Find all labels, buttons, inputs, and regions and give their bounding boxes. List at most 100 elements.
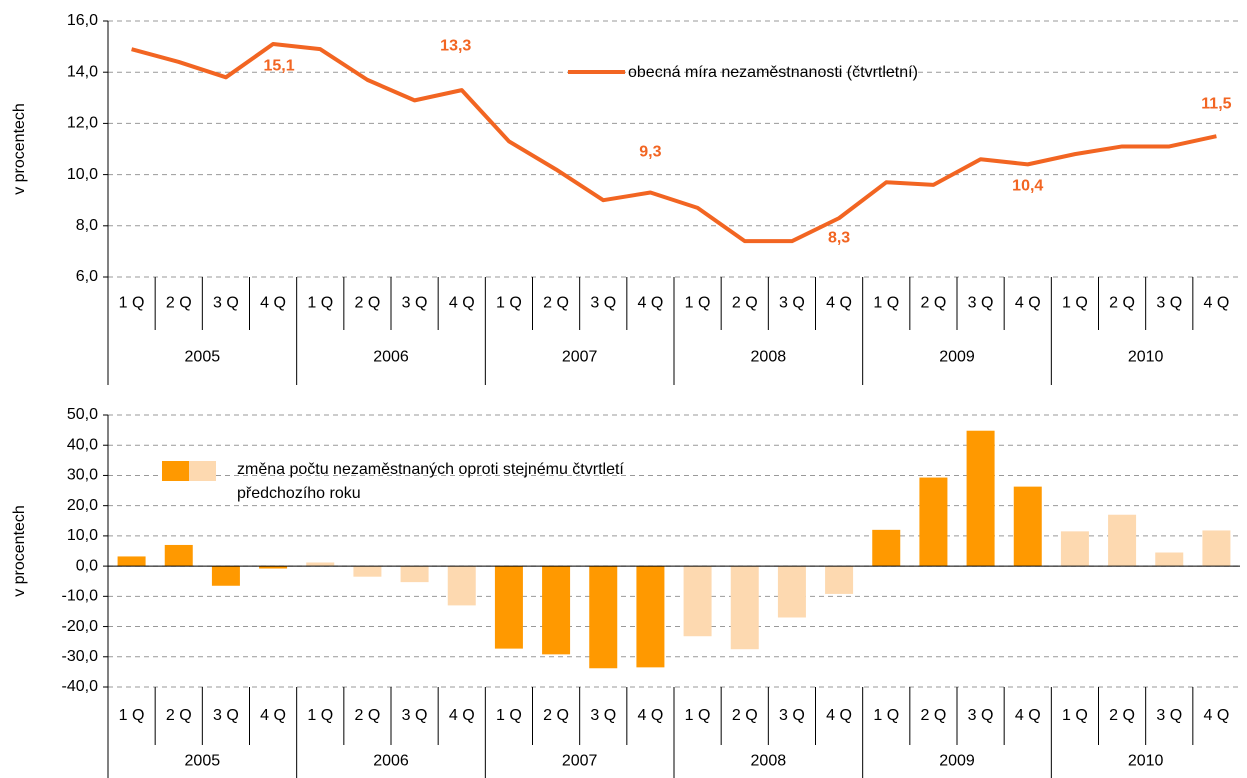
- y-tick-label: 10,0: [67, 527, 98, 544]
- x-tick-label: 1 Q: [685, 295, 711, 312]
- bar: [1202, 530, 1231, 567]
- year-label: 2010: [1128, 753, 1164, 770]
- bar: [1108, 514, 1137, 567]
- x-tick-label: 4 Q: [826, 707, 852, 724]
- y-tick-label: 20,0: [67, 497, 98, 514]
- year-label: 2008: [751, 349, 787, 366]
- y-tick-label: 50,0: [67, 406, 98, 423]
- bar: [919, 477, 948, 567]
- bar: [1013, 486, 1042, 567]
- x-tick-label: 3 Q: [402, 707, 428, 724]
- x-tick-label: 2 Q: [355, 707, 381, 724]
- axis-label: v procentech: [11, 103, 28, 195]
- x-tick-label: 2 Q: [166, 707, 192, 724]
- year-label: 2005: [185, 349, 221, 366]
- x-tick-label: 1 Q: [873, 295, 899, 312]
- y-tick-label: -30,0: [62, 648, 99, 665]
- bar: [1060, 531, 1089, 567]
- bar: [400, 566, 429, 583]
- x-tick-label: 2 Q: [1109, 295, 1135, 312]
- x-tick-label: 1 Q: [496, 295, 522, 312]
- bar: [211, 566, 240, 586]
- bar: [730, 566, 759, 650]
- year-label: 2008: [751, 753, 787, 770]
- y-tick-label: 0,0: [76, 557, 98, 574]
- data-label: 9,3: [639, 144, 661, 161]
- legend-swatch: [162, 461, 189, 481]
- bar: [777, 566, 806, 618]
- legend-label: změna počtu nezaměstnaných oproti stejné…: [237, 461, 624, 502]
- x-tick-label: 4 Q: [826, 295, 852, 312]
- bar: [542, 566, 571, 655]
- x-tick-label: 3 Q: [968, 707, 994, 724]
- x-tick-label: 2 Q: [355, 295, 381, 312]
- bar: [447, 566, 476, 606]
- x-tick-label: 1 Q: [873, 707, 899, 724]
- year-label: 2005: [185, 753, 221, 770]
- year-label: 2007: [562, 753, 598, 770]
- x-tick-label: 2 Q: [921, 707, 947, 724]
- x-tick-label: 2 Q: [732, 707, 758, 724]
- bar: [259, 566, 288, 569]
- bar: [966, 430, 995, 567]
- x-tick-label: 4 Q: [260, 295, 286, 312]
- x-tick-label: 3 Q: [779, 707, 805, 724]
- legend-swatch: [189, 461, 216, 481]
- x-tick-label: 4 Q: [449, 707, 475, 724]
- y-tick-label: 30,0: [67, 467, 98, 484]
- x-tick-label: 3 Q: [1156, 295, 1182, 312]
- x-tick-label: 4 Q: [638, 295, 664, 312]
- y-tick-label: 16,0: [67, 12, 98, 29]
- x-tick-label: 4 Q: [1204, 707, 1230, 724]
- data-label: 11,5: [1201, 95, 1231, 112]
- x-tick-label: 3 Q: [590, 707, 616, 724]
- x-tick-label: 3 Q: [590, 295, 616, 312]
- x-tick-label: 2 Q: [166, 295, 192, 312]
- bar: [306, 562, 335, 567]
- y-tick-label: 14,0: [67, 63, 98, 80]
- data-label: 10,4: [1012, 178, 1043, 195]
- bar: [683, 566, 712, 637]
- bar: [353, 566, 382, 577]
- x-tick-label: 1 Q: [119, 707, 145, 724]
- x-tick-label: 1 Q: [1062, 707, 1088, 724]
- bar: [589, 566, 618, 669]
- x-tick-label: 4 Q: [1015, 707, 1041, 724]
- legend-label: obecná míra nezaměstnanosti (čtvrtletní): [628, 64, 918, 81]
- x-tick-label: 4 Q: [260, 707, 286, 724]
- bar: [636, 566, 665, 668]
- year-label: 2009: [939, 349, 975, 366]
- x-tick-label: 1 Q: [1062, 295, 1088, 312]
- x-tick-label: 1 Q: [119, 295, 145, 312]
- year-label: 2007: [562, 349, 598, 366]
- data-label: 13,3: [440, 37, 471, 54]
- y-tick-label: 6,0: [76, 268, 98, 285]
- axis-label: v procentech: [11, 505, 28, 597]
- bar: [825, 566, 854, 594]
- data-label: 8,3: [828, 229, 850, 246]
- year-label: 2010: [1128, 349, 1164, 366]
- y-tick-label: 40,0: [67, 436, 98, 453]
- data-label: 15,1: [264, 57, 295, 74]
- bar: [494, 566, 523, 649]
- year-label: 2006: [373, 753, 409, 770]
- y-tick-label: -20,0: [62, 618, 99, 635]
- y-tick-label: -10,0: [62, 588, 99, 605]
- x-tick-label: 2 Q: [1109, 707, 1135, 724]
- x-tick-label: 2 Q: [543, 707, 569, 724]
- x-tick-label: 2 Q: [543, 295, 569, 312]
- y-tick-label: 12,0: [67, 115, 98, 132]
- y-tick-label: 10,0: [67, 166, 98, 183]
- bar: [872, 529, 901, 567]
- x-tick-label: 4 Q: [1204, 295, 1230, 312]
- x-tick-label: 1 Q: [685, 707, 711, 724]
- x-tick-label: 3 Q: [402, 295, 428, 312]
- x-tick-label: 4 Q: [449, 295, 475, 312]
- y-tick-label: 8,0: [76, 217, 98, 234]
- x-tick-label: 3 Q: [779, 295, 805, 312]
- year-label: 2009: [939, 753, 975, 770]
- bar: [117, 556, 146, 567]
- x-tick-label: 1 Q: [496, 707, 522, 724]
- x-tick-label: 3 Q: [1156, 707, 1182, 724]
